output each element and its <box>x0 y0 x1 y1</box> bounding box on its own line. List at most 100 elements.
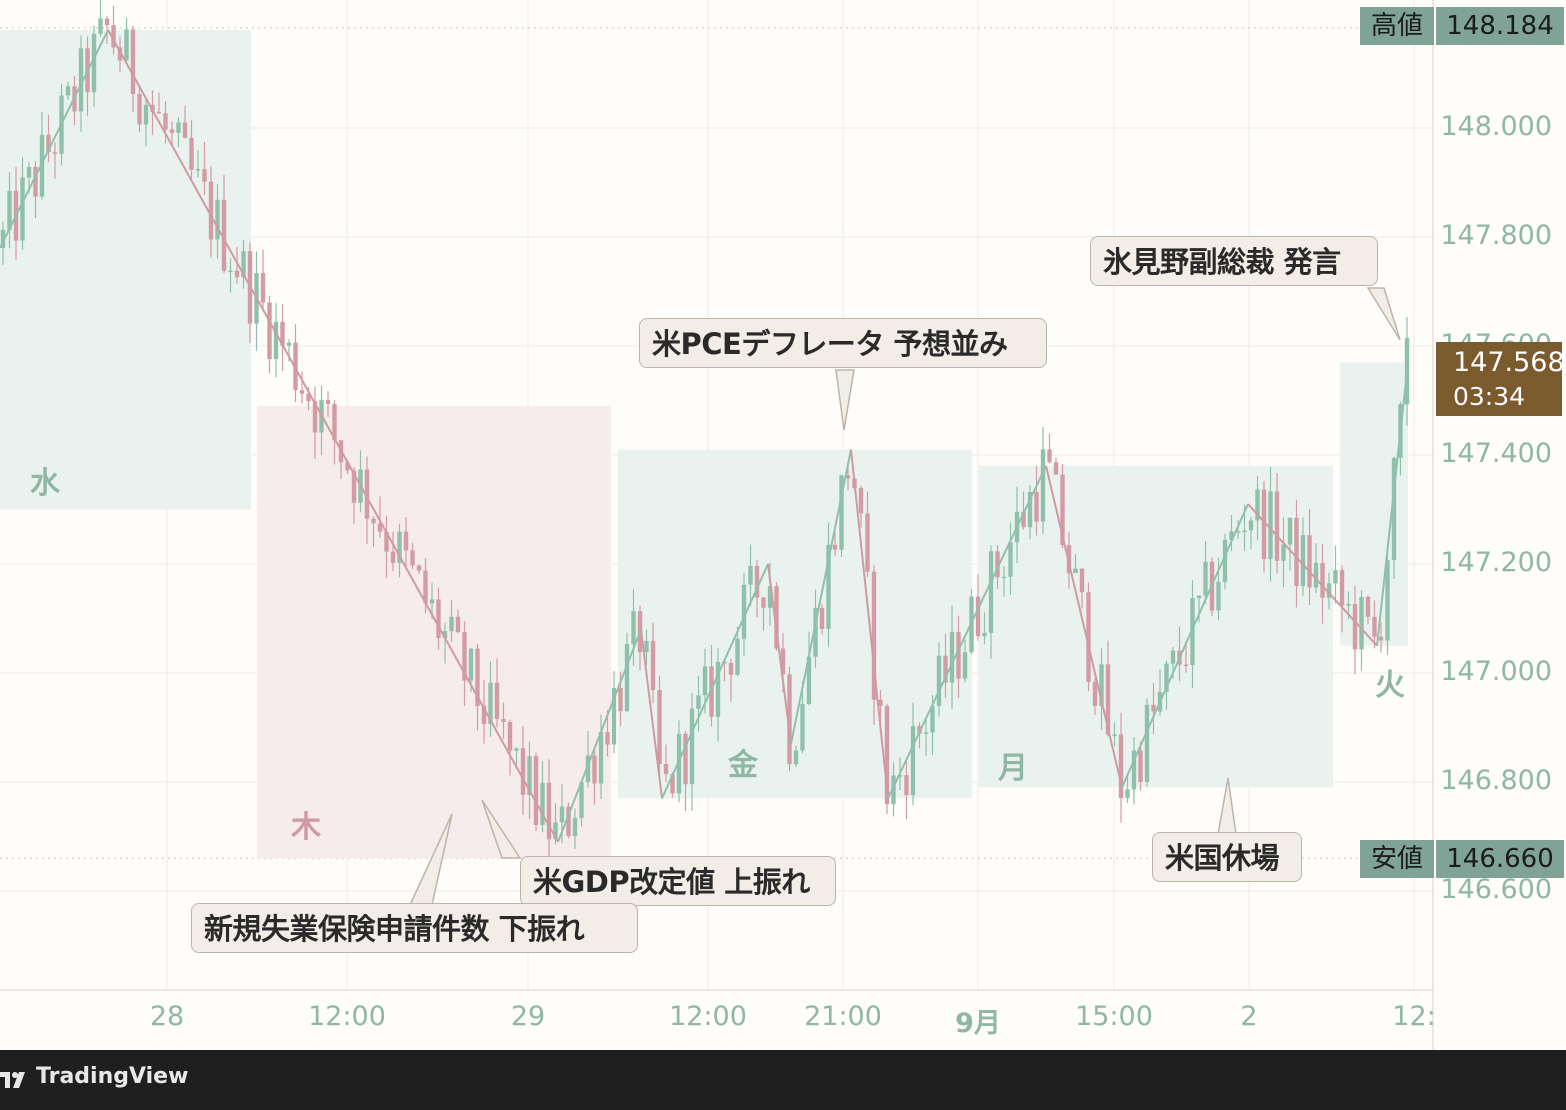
candle-body <box>1268 491 1273 560</box>
candle-body <box>806 656 812 704</box>
zigzag-segment <box>1247 503 1378 647</box>
time-tick-label: 9月 <box>955 1008 1001 1039</box>
day-label: 金 <box>728 748 758 783</box>
candle-body <box>533 756 539 825</box>
candle-body <box>1255 489 1260 521</box>
candle-body <box>130 29 136 94</box>
candle-body <box>280 321 285 346</box>
candle-body <box>546 782 552 840</box>
candle-body <box>579 782 584 818</box>
annotation-jobless: 新規失業保険申請件数 下振れ <box>191 903 638 953</box>
day-zone <box>1340 362 1408 646</box>
candle-body <box>189 137 194 170</box>
candle-body <box>559 806 565 823</box>
day-zones <box>0 29 1408 859</box>
candle-body <box>1099 664 1104 706</box>
candle-body <box>241 251 246 278</box>
time-tick-label: 28 <box>149 1001 185 1032</box>
candle-body <box>468 648 474 681</box>
candle-body <box>904 775 909 796</box>
annotation-himino: 氷見野副総裁 発言 <box>1090 236 1378 286</box>
candle-body <box>702 666 708 696</box>
candle-body <box>832 544 838 550</box>
candle-body <box>741 584 747 639</box>
candle-body <box>1027 491 1033 528</box>
candle-body <box>267 302 272 360</box>
candle-body <box>1333 570 1338 584</box>
candle-body <box>618 687 623 712</box>
zigzag-segment <box>1045 465 1123 788</box>
candle-body <box>1216 581 1221 611</box>
time-tick-label: 12:00 <box>669 1001 747 1032</box>
price-tick-label: 147.000 <box>1440 656 1552 687</box>
candle-body <box>572 817 578 837</box>
candle-body <box>436 599 441 639</box>
candle-body <box>1131 750 1137 790</box>
candle-body <box>696 695 701 709</box>
candle-body <box>1164 663 1169 692</box>
candle-body <box>384 531 389 552</box>
candle-body <box>878 699 883 707</box>
candle-body <box>1190 598 1195 665</box>
candle-body <box>1235 531 1241 533</box>
zigzag-segment <box>767 563 792 744</box>
candle-body <box>956 631 961 679</box>
candle-body <box>819 608 825 629</box>
candle-body <box>644 640 649 653</box>
candle-body <box>787 674 792 765</box>
candle-body <box>299 390 305 394</box>
candle-body <box>488 682 493 725</box>
candle-body <box>195 169 201 171</box>
high-tag-label: 高値 <box>1360 7 1434 45</box>
candle-body <box>410 550 415 566</box>
candle-body <box>124 29 129 61</box>
candle-body <box>1079 568 1085 593</box>
candle-body <box>689 708 695 785</box>
candle-body <box>715 661 721 717</box>
candle-body <box>423 570 428 604</box>
candle-body <box>683 733 688 785</box>
day-label: 水 <box>30 466 60 501</box>
candle-body <box>1073 568 1078 574</box>
candle-body <box>845 475 851 479</box>
candle-body <box>1339 570 1345 606</box>
candle-body <box>111 25 116 48</box>
candle-body <box>143 104 149 125</box>
price-tick-label: 147.800 <box>1440 220 1552 251</box>
candle-body <box>670 774 675 794</box>
candle-body <box>312 401 318 433</box>
candle-body <box>1144 704 1150 783</box>
footer-bar: TradingView <box>0 1050 1566 1110</box>
candle-body <box>507 721 513 751</box>
candle-body <box>585 755 591 783</box>
candle-body <box>176 122 181 133</box>
candle-body <box>1372 616 1377 637</box>
candle-body <box>1287 517 1293 545</box>
candle-body <box>1365 596 1371 617</box>
day-label: 火 <box>1375 668 1405 703</box>
zigzag-segment <box>790 449 852 745</box>
candle-body <box>20 177 25 241</box>
candle-body <box>494 682 500 719</box>
candle-body <box>1248 520 1254 531</box>
candle-body <box>540 782 545 825</box>
time-tick-label: 15:00 <box>1075 1001 1153 1032</box>
candle-body <box>735 638 740 675</box>
candle-body <box>228 270 233 273</box>
candle-body <box>306 393 311 402</box>
candle-body <box>1060 474 1065 546</box>
candle-body <box>657 689 662 765</box>
candle-body <box>78 48 84 112</box>
candle-body <box>1040 449 1046 522</box>
candle-body <box>631 611 636 645</box>
candle-body <box>780 648 786 675</box>
candle-body <box>1112 734 1117 736</box>
candle-body <box>156 111 162 114</box>
candle-body <box>1001 576 1007 579</box>
candle-body <box>364 469 370 519</box>
candlestick-chart[interactable] <box>0 0 1566 1050</box>
candle-body <box>598 731 604 784</box>
candle-body <box>202 169 207 182</box>
candle-body <box>234 270 240 278</box>
